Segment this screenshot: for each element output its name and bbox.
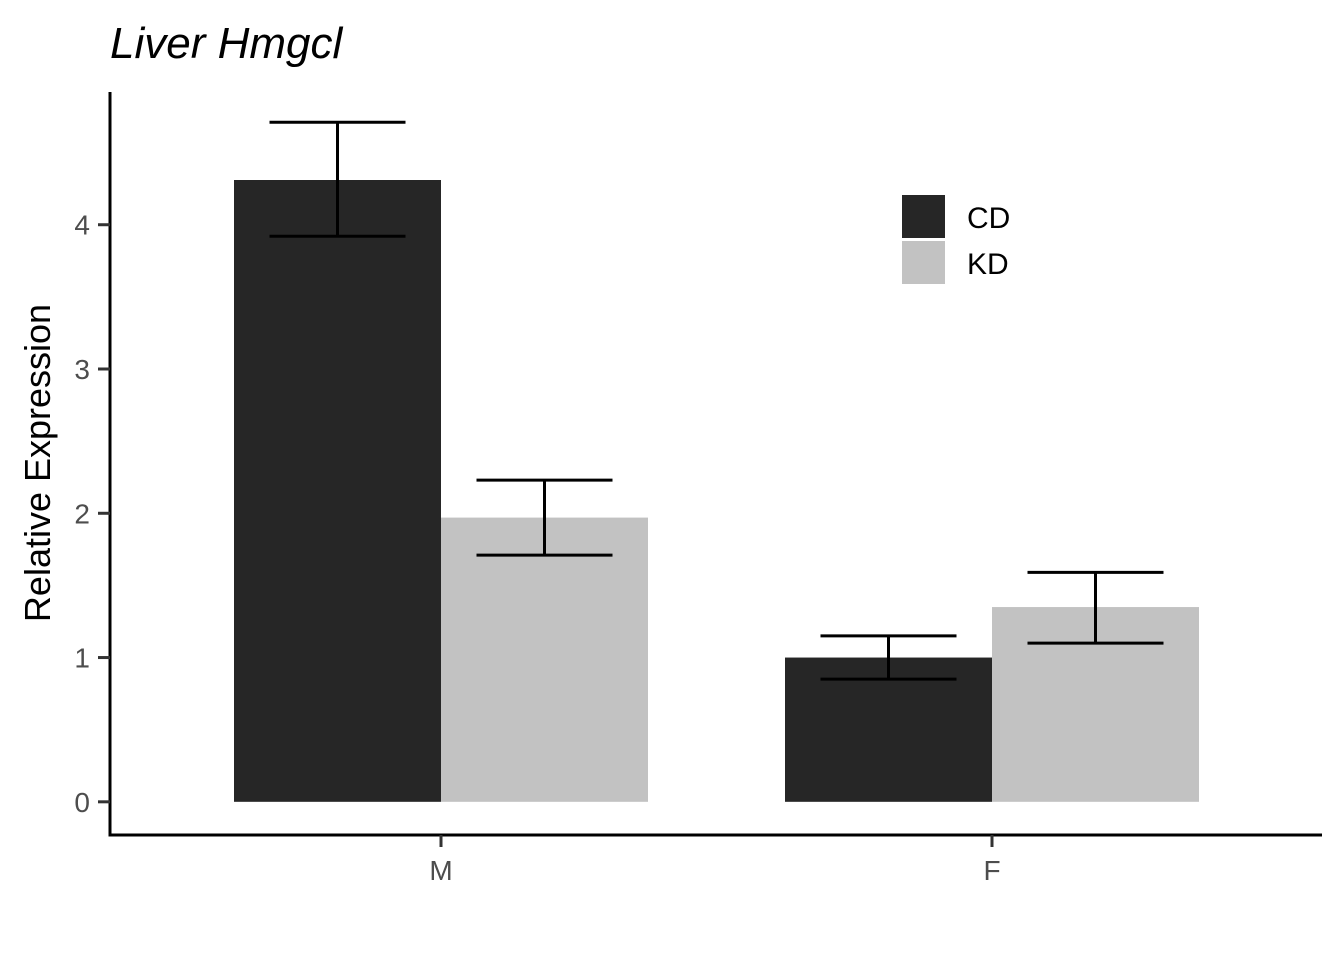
- error-bar-cd-f: [820, 634, 957, 681]
- x-tick-label: M: [429, 855, 452, 886]
- error-bar-kd-f: [1027, 570, 1164, 645]
- legend-key-cd: [902, 195, 945, 238]
- legend-key-kd: [902, 241, 945, 284]
- y-tick-label: 4: [74, 210, 90, 241]
- y-axis-label: Relative Expression: [17, 304, 58, 622]
- legend: CD KD: [902, 195, 1010, 284]
- error-bar-cd-m: [269, 120, 406, 238]
- plot-area: 0 1 2 3 4 M F: [74, 92, 1322, 886]
- chart-title: Liver Hmgcl: [110, 19, 343, 68]
- y-tick-label: 3: [74, 354, 90, 385]
- y-tick-label: 1: [74, 643, 90, 674]
- bar-kd-m: [441, 517, 648, 802]
- bar-cd-m: [234, 180, 441, 802]
- error-bar-kd-m: [476, 478, 613, 557]
- y-tick-label: 2: [74, 498, 90, 529]
- bar-cd-f: [785, 657, 992, 802]
- legend-label-cd: CD: [967, 202, 1010, 235]
- legend-label-kd: KD: [967, 248, 1009, 281]
- y-tick-label: 0: [74, 787, 90, 818]
- x-tick-label: F: [983, 855, 1000, 886]
